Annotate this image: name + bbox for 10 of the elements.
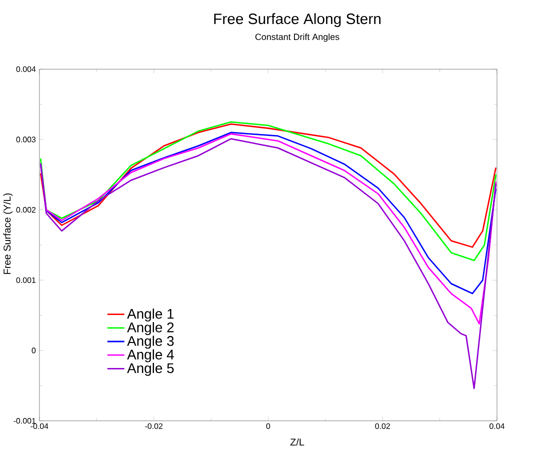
chart-title: Free Surface Along Stern (214, 13, 380, 28)
legend-label: Angle 1 (127, 308, 174, 322)
y-axis-title: Free Surface (Y/L) (3, 193, 13, 274)
legend-label: Angle 5 (127, 362, 174, 376)
chart-subtitle: Constant Drift Angles (255, 33, 340, 42)
legend-label: Angle 3 (127, 336, 174, 349)
x-axis-title: Z/L (290, 438, 304, 446)
legend-label: Angle 2 (127, 322, 174, 336)
line-series (40, 138, 497, 390)
legend-label: Angle 4 (127, 349, 174, 362)
